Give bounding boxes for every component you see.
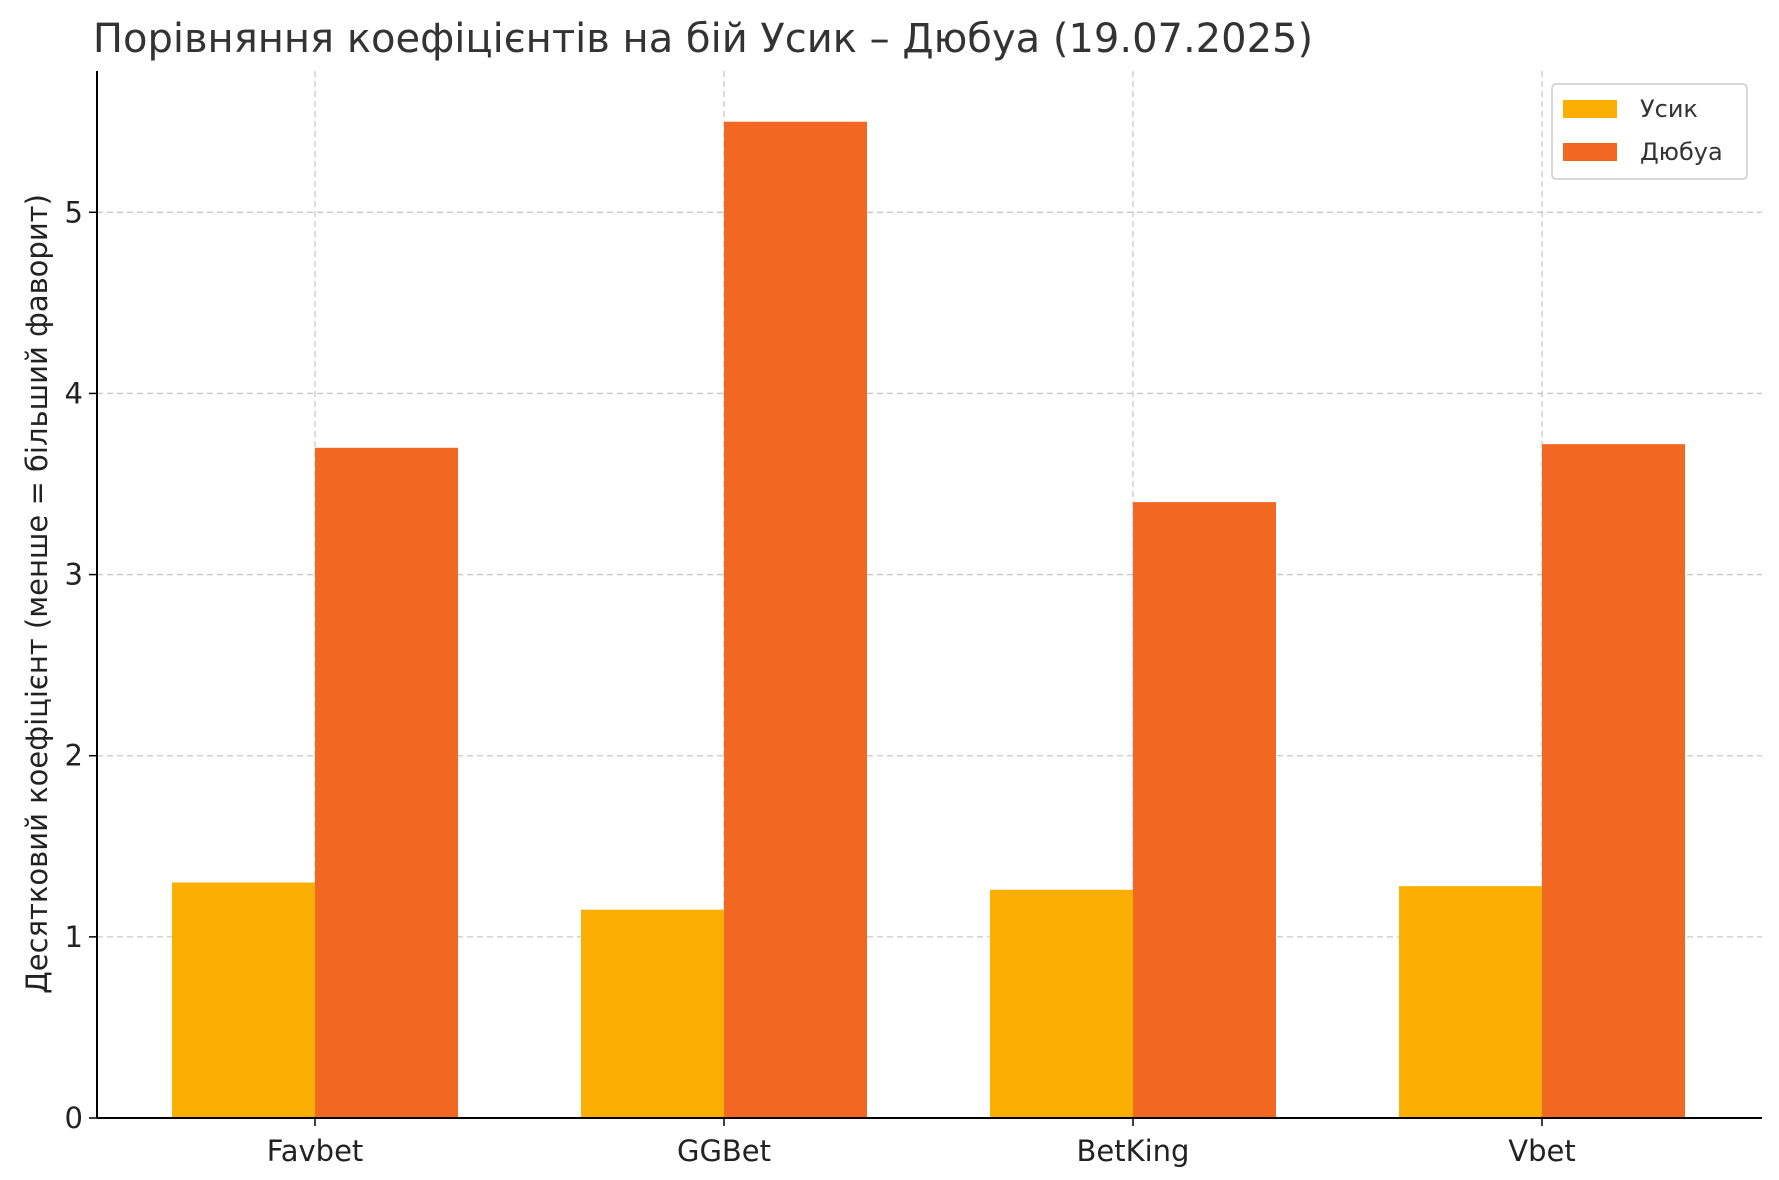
legend: Усик Дюбуа xyxy=(1551,83,1748,180)
bar-dubois-favbet xyxy=(315,447,458,1118)
y-tick-label: 2 xyxy=(65,739,83,773)
y-tick-labels: 0 1 2 3 4 5 xyxy=(65,195,97,1135)
bar-usyk-ggbet xyxy=(581,909,724,1118)
bar-usyk-vbet xyxy=(1399,886,1542,1118)
bar-usyk-favbet xyxy=(172,882,315,1118)
x-tick-labels: Favbet GGBet BetKing Vbet xyxy=(267,1118,1576,1168)
bar-usyk-betking xyxy=(990,889,1133,1118)
y-tick-label: 4 xyxy=(65,376,83,410)
x-tick-label: Vbet xyxy=(1508,1134,1575,1168)
y-tick-label: 5 xyxy=(65,195,83,229)
bar-dubois-betking xyxy=(1133,502,1276,1118)
axes xyxy=(96,71,1762,1119)
legend-label-dubois: Дюбуа xyxy=(1640,138,1723,166)
chart-title: Порівняння коефіцієнтів на бій Усик – Дю… xyxy=(93,16,1313,62)
y-tick-label: 3 xyxy=(65,558,83,592)
y-tick-label: 0 xyxy=(65,1101,83,1135)
legend-swatch-dubois xyxy=(1563,143,1617,161)
legend-label-usyk: Усик xyxy=(1640,95,1698,123)
x-tick-label: BetKing xyxy=(1077,1134,1190,1168)
x-tick-label: Favbet xyxy=(267,1134,364,1168)
legend-swatch-usyk xyxy=(1563,100,1617,118)
bar-dubois-ggbet xyxy=(724,121,867,1118)
y-axis-label: Десятковий коефіцієнт (менше = більший ф… xyxy=(20,194,54,994)
y-tick-label: 1 xyxy=(65,920,83,954)
x-tick-label: GGBet xyxy=(677,1134,771,1168)
bar-dubois-vbet xyxy=(1542,444,1685,1119)
bars xyxy=(172,121,1685,1119)
